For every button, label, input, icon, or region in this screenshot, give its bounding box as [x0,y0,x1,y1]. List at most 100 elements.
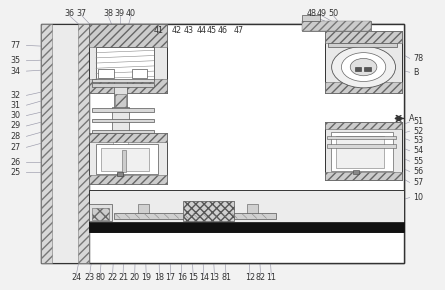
Bar [92,108,154,112]
Bar [89,24,405,263]
Text: 26: 26 [10,158,20,167]
Bar [182,201,234,222]
Circle shape [341,53,386,81]
Text: 47: 47 [234,26,244,35]
Text: 12: 12 [245,273,255,282]
Bar [40,24,52,263]
Bar [92,83,154,87]
Text: 19: 19 [141,273,151,282]
Text: 42: 42 [172,26,182,35]
Bar [302,21,371,31]
Bar [89,190,405,232]
Bar [92,119,154,122]
Text: 31: 31 [10,101,20,110]
Text: 52: 52 [413,127,424,136]
Text: 22: 22 [107,273,117,282]
Bar [331,132,393,171]
Bar [113,133,128,168]
Bar [327,136,396,139]
Text: 41: 41 [154,26,164,35]
Bar [327,144,396,148]
Text: 16: 16 [177,273,187,282]
Text: 44: 44 [196,26,206,35]
Bar [89,222,405,232]
Text: 45: 45 [207,26,217,35]
Text: 43: 43 [184,26,194,35]
Bar [114,80,127,108]
Text: 54: 54 [413,146,423,155]
Bar [247,204,258,213]
Bar [89,133,167,142]
Text: 82: 82 [255,273,266,282]
Text: 78: 78 [413,54,423,63]
Bar [115,95,126,108]
Bar [364,67,371,71]
Text: 48: 48 [306,9,316,18]
Text: A: A [409,114,414,123]
Bar [122,150,126,172]
Bar [40,24,405,263]
Bar [132,69,147,78]
Text: 30: 30 [10,111,20,120]
Text: 20: 20 [129,273,140,282]
Bar [89,24,167,47]
Bar [89,204,112,222]
Text: 56: 56 [413,167,423,176]
Text: 28: 28 [10,132,20,141]
Bar [92,130,154,133]
Bar [89,79,167,93]
Bar [89,133,167,184]
Circle shape [350,58,377,76]
Text: 55: 55 [413,157,424,166]
Bar [336,136,384,168]
Bar [89,175,167,184]
Text: B: B [413,68,419,77]
Text: 17: 17 [166,273,176,282]
Text: 37: 37 [77,9,87,18]
Bar [324,122,402,180]
Bar [117,172,123,176]
Bar [112,108,129,174]
Text: 32: 32 [10,91,20,100]
Text: 35: 35 [10,56,20,65]
Bar [96,47,154,80]
Text: 23: 23 [85,273,94,282]
Text: 77: 77 [10,41,21,50]
Text: 46: 46 [218,26,227,35]
Bar [324,31,402,93]
Text: 25: 25 [10,168,21,177]
Bar [114,213,276,219]
Bar [92,209,109,220]
Bar [98,69,114,78]
Text: 14: 14 [199,273,209,282]
Text: 38: 38 [103,9,113,18]
Text: 49: 49 [317,9,327,18]
Bar [101,148,150,171]
Text: 10: 10 [413,193,423,202]
Bar [40,24,89,263]
Bar [96,144,158,174]
Text: 27: 27 [10,143,21,152]
Text: 13: 13 [210,273,219,282]
Bar [324,31,402,43]
Bar [324,122,402,129]
Bar [324,81,402,93]
Bar [302,21,371,31]
Bar [92,79,154,82]
Bar [78,24,89,263]
Text: 81: 81 [221,273,231,282]
Text: 53: 53 [413,136,423,145]
Text: 40: 40 [126,9,136,18]
Text: 11: 11 [266,273,276,282]
Text: 36: 36 [65,9,74,18]
Bar [324,173,402,180]
Text: 21: 21 [118,273,128,282]
Text: 51: 51 [413,117,423,126]
Text: 15: 15 [188,273,198,282]
Circle shape [332,46,396,88]
Text: 50: 50 [328,9,339,18]
Text: 39: 39 [114,9,125,18]
Text: 57: 57 [413,178,424,187]
Bar [302,15,320,21]
Bar [89,24,167,93]
